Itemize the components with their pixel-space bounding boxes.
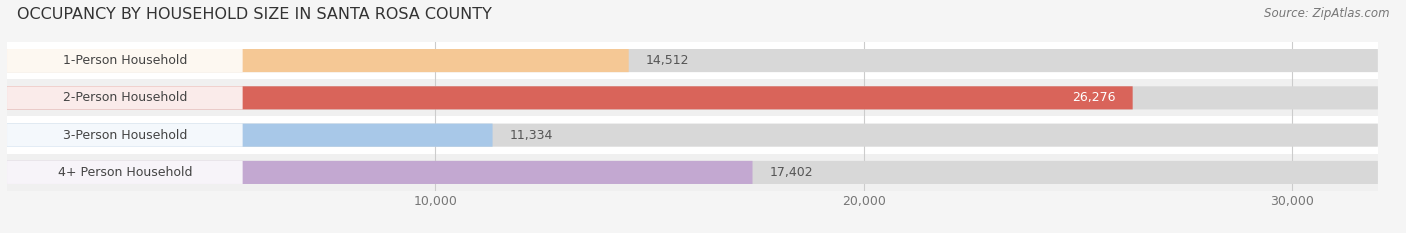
- Text: OCCUPANCY BY HOUSEHOLD SIZE IN SANTA ROSA COUNTY: OCCUPANCY BY HOUSEHOLD SIZE IN SANTA ROS…: [17, 7, 492, 22]
- Text: 1-Person Household: 1-Person Household: [63, 54, 187, 67]
- Text: 26,276: 26,276: [1071, 91, 1115, 104]
- Text: 2-Person Household: 2-Person Household: [63, 91, 187, 104]
- FancyBboxPatch shape: [7, 161, 1378, 184]
- Bar: [7, 154, 1378, 191]
- FancyBboxPatch shape: [7, 86, 243, 110]
- FancyBboxPatch shape: [7, 49, 1378, 72]
- FancyBboxPatch shape: [7, 161, 243, 184]
- FancyBboxPatch shape: [7, 49, 628, 72]
- Bar: [7, 42, 1378, 79]
- Bar: [7, 79, 1378, 116]
- FancyBboxPatch shape: [7, 49, 243, 72]
- Text: Source: ZipAtlas.com: Source: ZipAtlas.com: [1264, 7, 1389, 20]
- FancyBboxPatch shape: [7, 123, 492, 147]
- Text: 11,334: 11,334: [510, 129, 553, 142]
- Text: 4+ Person Household: 4+ Person Household: [58, 166, 193, 179]
- Text: 14,512: 14,512: [645, 54, 689, 67]
- FancyBboxPatch shape: [7, 86, 1133, 110]
- FancyBboxPatch shape: [7, 123, 243, 147]
- Bar: [7, 116, 1378, 154]
- FancyBboxPatch shape: [7, 86, 1378, 110]
- FancyBboxPatch shape: [7, 161, 752, 184]
- FancyBboxPatch shape: [7, 123, 1378, 147]
- Text: 17,402: 17,402: [769, 166, 813, 179]
- Text: 3-Person Household: 3-Person Household: [63, 129, 187, 142]
